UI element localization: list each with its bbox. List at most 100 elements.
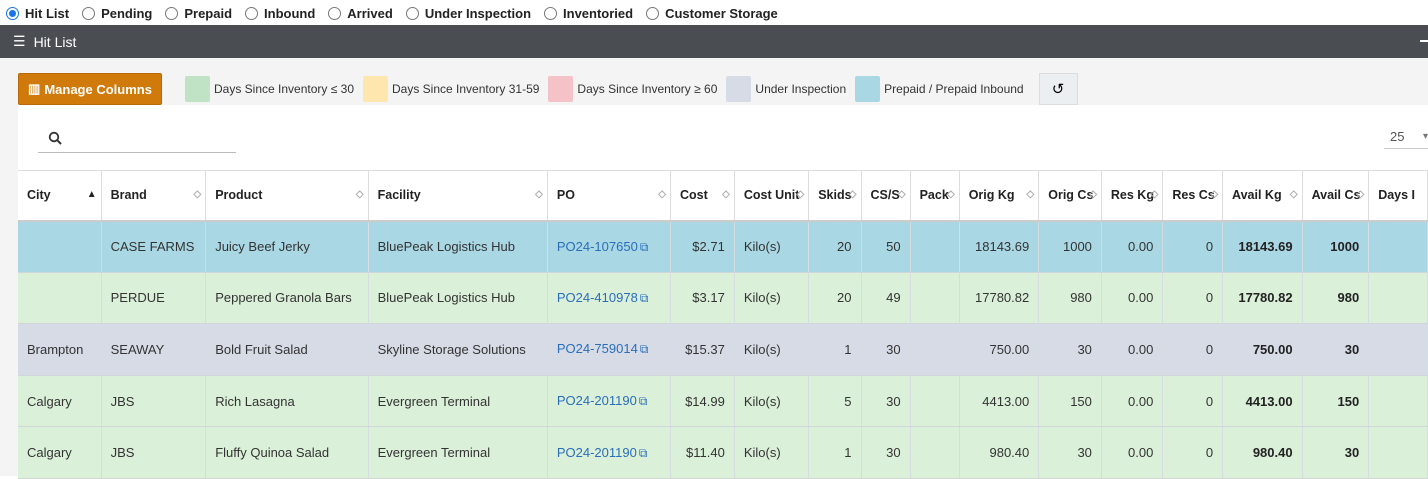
sort-icon[interactable]: ◇	[193, 189, 202, 200]
column-header-avail-kg[interactable]: Avail Kg ◇	[1222, 170, 1303, 222]
cell-po[interactable]: PO24-759014 ⧉	[547, 323, 671, 376]
cell-po[interactable]: PO24-201190 ⧉	[547, 426, 671, 479]
sort-icon[interactable]: ◇	[897, 189, 906, 200]
tab-label: Customer Storage	[665, 5, 778, 21]
radio-button[interactable]	[544, 6, 558, 20]
column-header-label: Pack	[919, 188, 949, 203]
column-header-avail-cs[interactable]: Avail Cs ◇	[1302, 170, 1370, 222]
column-header-res-kg[interactable]: Res Kg ◇	[1101, 170, 1164, 222]
sort-asc-icon[interactable]: ▲	[86, 189, 97, 200]
column-header-cs-s[interactable]: CS/S ◇	[861, 170, 911, 222]
panel-body: ▥ Manage Columns Days Since Inventory ≤ …	[0, 58, 1428, 479]
tab-under-inspection[interactable]: Under Inspection	[405, 5, 532, 21]
legend-swatch	[726, 76, 752, 102]
sort-icon[interactable]: ◇	[1026, 189, 1035, 200]
sort-icon[interactable]: ◇	[355, 189, 364, 200]
sort-icon[interactable]: ◇	[1210, 189, 1219, 200]
external-link-icon[interactable]: ⧉	[639, 290, 649, 305]
column-header-orig-kg[interactable]: Orig Kg ◇	[959, 170, 1040, 222]
column-header-skids[interactable]: Skids ◇	[808, 170, 862, 222]
sort-icon[interactable]: ◇	[1289, 189, 1298, 200]
external-link-icon[interactable]: ⧉	[638, 394, 648, 409]
sort-icon[interactable]: ◇	[658, 189, 666, 200]
radio-button[interactable]	[405, 6, 419, 20]
cell-city	[18, 220, 102, 273]
column-header-product[interactable]: Product ◇	[205, 170, 369, 222]
cell-orig-kg: 980.40	[959, 426, 1040, 479]
tab-customer-storage[interactable]: Customer Storage	[646, 6, 778, 21]
manage-columns-button[interactable]: ▥ Manage Columns	[18, 73, 162, 105]
column-header-facility[interactable]: Facility ◇	[368, 170, 548, 222]
radio-button[interactable]	[646, 6, 660, 20]
minimize-icon[interactable]	[1420, 40, 1428, 42]
column-header-res-cs[interactable]: Res Cs ◇	[1162, 170, 1224, 222]
table-row[interactable]: Calgary JBS Fluffy Quinoa Salad Evergreen T…	[18, 426, 1428, 479]
cell-po[interactable]: PO24-410978 ⧉	[547, 272, 671, 325]
refresh-button[interactable]: ↺	[1038, 73, 1078, 105]
column-header-orig-cs[interactable]: Orig Cs ◇	[1038, 170, 1102, 222]
sort-icon[interactable]: ◇	[848, 189, 857, 200]
column-header-label: PO	[556, 188, 575, 203]
po-link[interactable]: PO24-759014	[556, 341, 638, 357]
cell-cs-s: 50	[861, 220, 911, 273]
tab-label: Under Inspection	[424, 5, 532, 21]
radio-button[interactable]	[328, 6, 342, 20]
column-header-label: Orig Cs	[1048, 188, 1094, 203]
cell-po[interactable]: PO24-201190 ⧉	[547, 375, 671, 428]
tab-label: Inventoried	[563, 5, 634, 21]
tab-arrived[interactable]: Arrived	[328, 6, 393, 21]
cell-cs-s: 49	[861, 272, 911, 325]
cell-product: Bold Fruit Salad	[205, 323, 369, 376]
column-header-brand[interactable]: Brand ◇	[101, 170, 207, 222]
tab-prepaid[interactable]: Prepaid	[165, 6, 232, 21]
po-link[interactable]: PO24-201190	[556, 444, 637, 460]
tab-pending[interactable]: Pending	[82, 6, 152, 21]
search-input[interactable]	[70, 130, 230, 145]
table-row[interactable]: PERDUE Peppered Granola Bars BluePeak Logi…	[18, 272, 1428, 325]
sort-icon[interactable]: ◇	[722, 189, 730, 200]
table-row[interactable]: CASE FARMS Juicy Beef Jerky BluePeak Logis…	[18, 220, 1428, 273]
external-link-icon[interactable]: ⧉	[639, 239, 649, 254]
sort-icon[interactable]: ◇	[796, 189, 805, 200]
cell-cost: $11.40	[670, 426, 735, 479]
po-link[interactable]: PO24-107650	[556, 238, 638, 254]
cell-po[interactable]: PO24-107650 ⧉	[547, 220, 671, 273]
columns-icon: ▥	[28, 81, 41, 96]
tab-inventoried[interactable]: Inventoried	[544, 6, 633, 21]
legend-label: Days Since Inventory ≥ 60	[577, 82, 718, 96]
cell-brand: JBS	[101, 426, 207, 479]
column-header-cost-unit[interactable]: Cost Unit ◇	[734, 170, 810, 222]
cell-skids: 5	[808, 375, 862, 428]
column-header-cost[interactable]: Cost ◇	[670, 170, 735, 222]
radio-button[interactable]	[165, 6, 179, 20]
tab-hit-list[interactable]: Hit List	[6, 6, 69, 21]
po-link[interactable]: PO24-201190	[556, 393, 637, 409]
column-header-pack[interactable]: Pack ◇	[910, 170, 960, 222]
page-size-select[interactable]: 25 ▾	[1384, 125, 1428, 149]
sort-icon[interactable]: ◇	[1150, 189, 1159, 200]
column-header-po[interactable]: PO ◇	[547, 170, 671, 222]
cell-avail-cs: 30	[1302, 426, 1370, 479]
sort-icon[interactable]: ◇	[1089, 189, 1097, 200]
radio-button[interactable]	[82, 6, 96, 20]
column-header-days-i[interactable]: Days I	[1368, 170, 1428, 222]
external-link-icon[interactable]: ⧉	[638, 445, 648, 460]
cell-pack	[910, 323, 960, 376]
tab-inbound[interactable]: Inbound	[245, 6, 315, 21]
radio-button[interactable]	[245, 6, 259, 20]
column-header-label: Brand	[110, 188, 147, 203]
column-header-label: Res Cs	[1172, 188, 1215, 203]
table-row[interactable]: Brampton SEAWAY Bold Fruit Salad Skyline St…	[18, 323, 1428, 376]
radio-button[interactable]	[6, 6, 19, 20]
sort-icon[interactable]: ◇	[947, 189, 955, 200]
external-link-icon[interactable]: ⧉	[639, 342, 649, 357]
cell-days	[1368, 426, 1428, 479]
sort-icon[interactable]: ◇	[535, 189, 543, 200]
list-icon: ☰	[13, 33, 26, 49]
column-header-city[interactable]: City ▲	[18, 170, 102, 222]
chevron-down-icon: ▾	[1422, 131, 1428, 142]
table-row[interactable]: Calgary JBS Rich Lasagna Evergreen Terminal…	[18, 375, 1428, 428]
po-link[interactable]: PO24-410978	[556, 289, 638, 305]
cell-avail-kg: 980.40	[1222, 426, 1303, 479]
sort-icon[interactable]: ◇	[1356, 189, 1365, 200]
